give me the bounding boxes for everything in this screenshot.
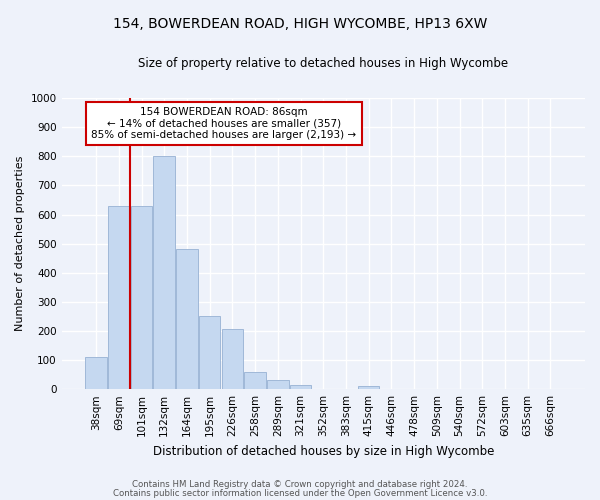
Bar <box>108 206 130 389</box>
Text: Contains HM Land Registry data © Crown copyright and database right 2024.: Contains HM Land Registry data © Crown c… <box>132 480 468 489</box>
Title: Size of property relative to detached houses in High Wycombe: Size of property relative to detached ho… <box>138 58 508 70</box>
X-axis label: Distribution of detached houses by size in High Wycombe: Distribution of detached houses by size … <box>152 444 494 458</box>
Bar <box>131 206 152 389</box>
Bar <box>244 372 266 389</box>
Bar <box>154 156 175 389</box>
Bar <box>267 380 289 389</box>
Bar <box>176 250 198 389</box>
Bar <box>290 385 311 389</box>
Bar <box>199 316 220 389</box>
Text: 154, BOWERDEAN ROAD, HIGH WYCOMBE, HP13 6XW: 154, BOWERDEAN ROAD, HIGH WYCOMBE, HP13 … <box>113 18 487 32</box>
Bar <box>221 330 243 389</box>
Y-axis label: Number of detached properties: Number of detached properties <box>15 156 25 332</box>
Text: 154 BOWERDEAN ROAD: 86sqm
← 14% of detached houses are smaller (357)
85% of semi: 154 BOWERDEAN ROAD: 86sqm ← 14% of detac… <box>91 107 356 140</box>
Text: Contains public sector information licensed under the Open Government Licence v3: Contains public sector information licen… <box>113 488 487 498</box>
Bar <box>358 386 379 389</box>
Bar <box>85 357 107 389</box>
